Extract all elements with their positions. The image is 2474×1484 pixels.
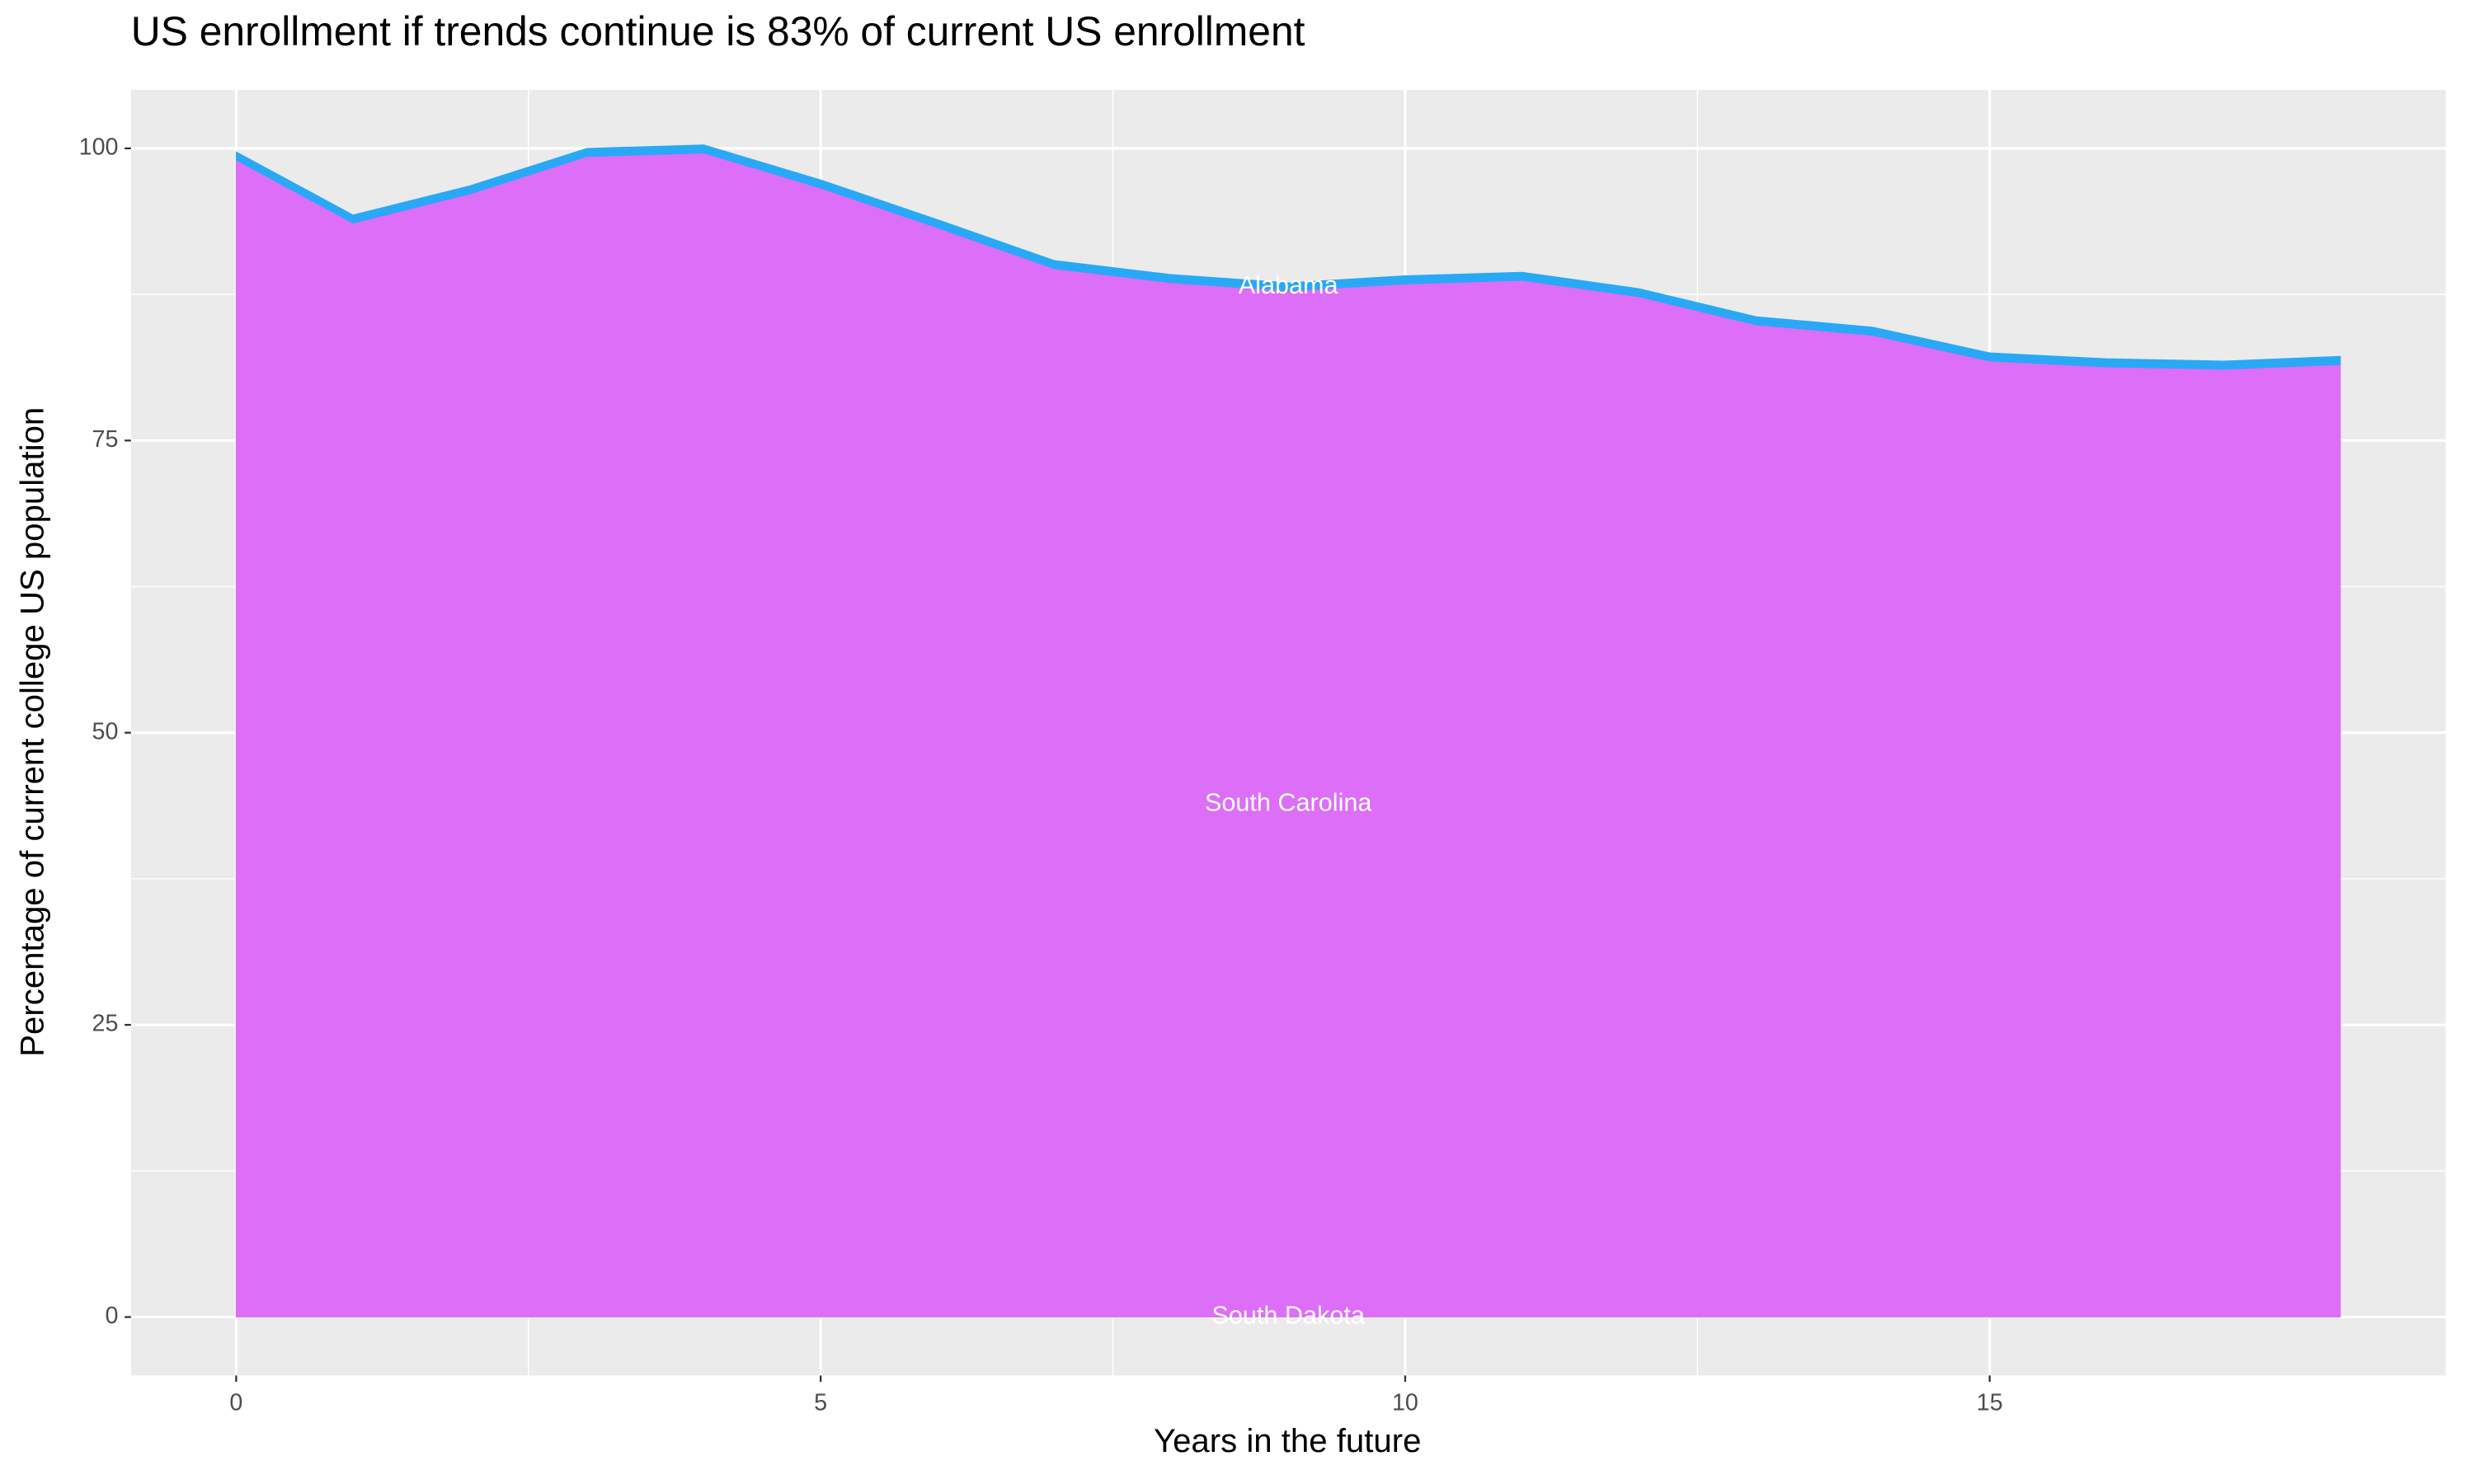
- y-axis-title: Percentage of current college US populat…: [14, 407, 51, 1057]
- x-axis-title: Years in the future: [1154, 1422, 1421, 1459]
- area: [235, 144, 2341, 370]
- series-label: South Dakota: [1211, 1302, 1365, 1330]
- y-tick-label: 50: [92, 718, 119, 744]
- y-tick-label: 25: [92, 1011, 119, 1037]
- x-tick-label: 10: [1392, 1389, 1418, 1416]
- labels: South Dakota South Carolina Alabama: [1205, 271, 1372, 1330]
- series-label: Alabama: [1239, 271, 1339, 299]
- y-tick-label: 0: [106, 1303, 119, 1329]
- y-tick-label: 75: [92, 426, 119, 453]
- areas: [235, 144, 2341, 1317]
- chart-title: US enrollment if trends continue is 83% …: [131, 8, 1305, 54]
- y-tick-label: 100: [79, 134, 119, 161]
- x-tick-label: 15: [1977, 1389, 2003, 1416]
- x-tick-label: 0: [229, 1389, 242, 1416]
- series-label: South Carolina: [1205, 788, 1372, 816]
- x-tick-label: 5: [814, 1389, 827, 1416]
